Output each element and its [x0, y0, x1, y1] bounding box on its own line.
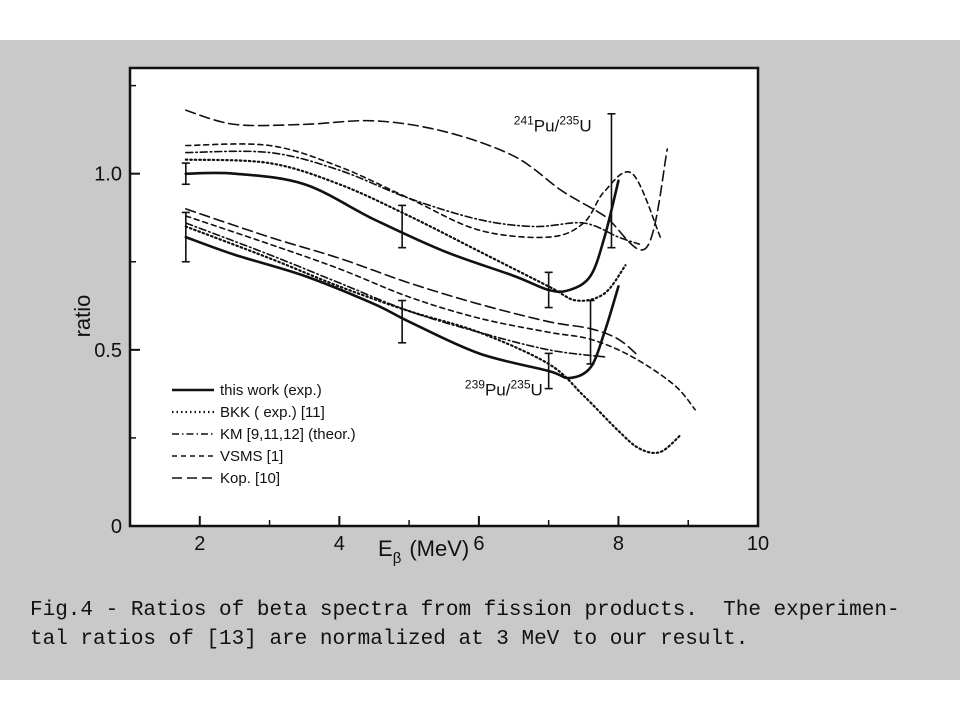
- y-axis-label: ratio: [70, 295, 95, 338]
- series-line-pu239-km-9-11-12-theor: [185, 222, 606, 358]
- error-bar-pu239: [181, 211, 190, 263]
- y-tick-label: 1.0: [94, 164, 122, 186]
- series-line-pu241-km-9-11-12-theor: [185, 150, 641, 245]
- error-bar-pu241: [544, 271, 553, 309]
- legend-label: BKK ( exp.) [11]: [220, 404, 325, 421]
- series-line-pu239-vsms-1: [185, 215, 696, 411]
- x-tick-label: 2: [194, 533, 205, 555]
- legend-label: KM [9,11,12] (theor.): [220, 426, 356, 443]
- series-line-pu241-kop-10: [185, 109, 669, 251]
- x-tick-label: 10: [747, 533, 769, 555]
- x-axis-label-subscript: β: [393, 550, 402, 567]
- x-axis-label-symbol: E: [378, 536, 393, 561]
- error-bar-pu241: [398, 204, 407, 249]
- axis-ticks: [129, 84, 759, 527]
- legend-label: Kop. [10]: [220, 470, 280, 487]
- annotation-pu239: 239Pu/235U: [465, 378, 543, 400]
- curve-annotations: 241Pu/235U 239Pu/235U: [465, 113, 592, 399]
- error-bar-pu239: [544, 352, 553, 390]
- x-axis-label: Eβ (MeV): [378, 536, 469, 567]
- series-line-pu239-bkk-exp-11: [184, 225, 683, 455]
- error-bar-pu241: [181, 162, 190, 186]
- legend: this work (exp.) BKK ( exp.) [11] KM [9,11…: [172, 382, 356, 487]
- legend-entry-kop-10: Kop. [10]: [172, 470, 280, 487]
- series-line-pu241-bkk-exp-11: [184, 158, 627, 302]
- error-bar-layer: [181, 113, 616, 390]
- legend-entry-km-9-11-12-theor: KM [9,11,12] (theor.): [172, 426, 356, 443]
- x-tick-label: 8: [613, 533, 624, 555]
- x-axis-label-unit: (MeV): [409, 536, 469, 561]
- x-tick-label: 4: [334, 533, 345, 555]
- legend-entry-vsms-1: VSMS [1]: [172, 448, 283, 465]
- figure-caption: Fig.4 - Ratios of beta spectra from fiss…: [30, 599, 900, 651]
- error-bar-pu239: [398, 299, 407, 344]
- error-bar-pu239: [586, 299, 595, 365]
- tick-labels: 2 4 6 8 10 0 0.5 1.0: [94, 164, 769, 555]
- series-line-pu239-kop-10: [185, 208, 641, 358]
- y-tick-label: 0.5: [94, 340, 122, 362]
- legend-label: this work (exp.): [220, 382, 322, 399]
- error-bar-pu241: [607, 113, 616, 249]
- legend-entry-this-work-exp: this work (exp.): [172, 382, 322, 399]
- ratio-chart: 2 4 6 8 10 0 0.5 1.0 ratio Eβ (MeV) 241Pu/235U 23…: [70, 66, 769, 567]
- y-tick-label: 0: [111, 516, 122, 538]
- x-tick-label: 6: [473, 533, 484, 555]
- series-line-pu239-this-work-exp: [184, 235, 620, 380]
- legend-entry-bkk-exp-11: BKK ( exp.) [11]: [172, 404, 325, 421]
- series-layer: [184, 109, 696, 455]
- annotation-pu241: 241Pu/235U: [514, 113, 592, 135]
- series-line-pu241-this-work-exp: [184, 171, 620, 294]
- legend-label: VSMS [1]: [220, 448, 283, 465]
- series-line-pu241-vsms-1: [185, 143, 662, 239]
